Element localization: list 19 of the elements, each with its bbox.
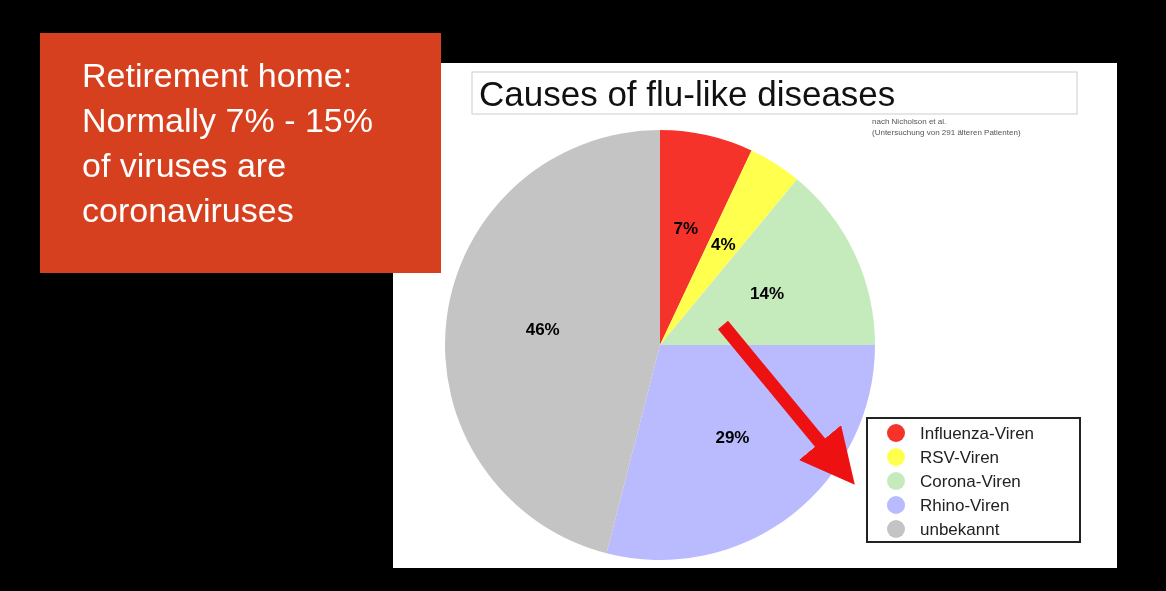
text: (Untersuchung von 291 älteren Patienten) [872, 128, 1021, 137]
legend-label: Corona-Viren [920, 472, 1021, 491]
legend-label: RSV-Viren [920, 448, 1000, 467]
data-label: 4% [711, 234, 736, 254]
legend-label: unbekannt [920, 520, 1000, 539]
pie-slice [660, 130, 752, 345]
pie-slice [606, 345, 875, 560]
text: Retirement home: Normally 7% - 15% of viruses are coronaviruses [82, 56, 373, 229]
data-label: 29% [715, 427, 750, 447]
pie-slice [660, 179, 875, 345]
chart-title: Causes of flu-like diseases [479, 74, 896, 113]
data-label: 7% [673, 219, 699, 239]
legend-label: Rhino-Viren [920, 496, 1010, 515]
pie-slice [660, 150, 798, 345]
data-label: 14% [749, 284, 785, 304]
text: nach Nicholson et al. [872, 117, 947, 126]
legend-label: Influenza-Viren [920, 424, 1035, 443]
data-label: 46% [525, 319, 560, 339]
pie-slice [445, 130, 660, 554]
